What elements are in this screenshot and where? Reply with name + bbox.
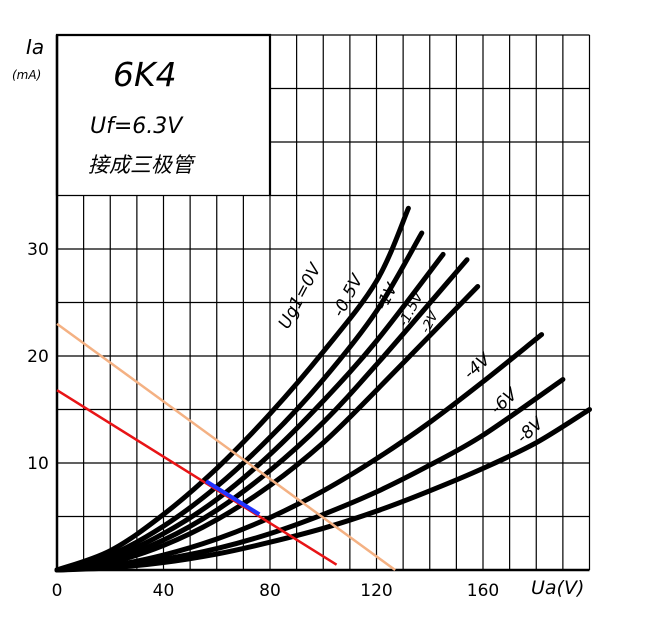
load-lines — [56, 322, 396, 572]
filament-voltage-label: Uf=6.3V — [90, 114, 184, 139]
load-line-0 — [56, 389, 338, 566]
plate-curve-3 — [54, 257, 470, 573]
plate-curve-7 — [54, 407, 592, 573]
curve-label-0: Ug1=0V — [275, 259, 327, 332]
plate-curve-1 — [54, 230, 425, 573]
x-tick-label: 40 — [153, 581, 175, 601]
y-tick-label: 20 — [27, 347, 49, 367]
y-axis-label: Ia — [26, 35, 44, 59]
plate-curve-5 — [54, 332, 545, 573]
x-tick-label: 80 — [259, 581, 281, 601]
plate-curves — [54, 205, 592, 573]
plate-curve-2 — [54, 251, 446, 573]
plate-curve-0 — [54, 205, 411, 573]
tick-labels: 0 40 80 120 160 10 20 30 — [27, 240, 499, 601]
curve-label-7: -8V — [513, 413, 549, 448]
x-axis-label: Ua(V) — [531, 577, 584, 599]
chart-title: 6K4 — [113, 55, 177, 94]
x-tick-label: 0 — [52, 581, 63, 601]
operating-segment — [205, 479, 261, 517]
x-tick-label: 160 — [467, 581, 499, 601]
curve-label-1: -0.5V — [329, 270, 368, 320]
plate-curve-4 — [54, 284, 481, 573]
load-line-1 — [56, 322, 396, 572]
y-axis-unit: (mA) — [12, 68, 41, 82]
y-tick-label: 10 — [27, 454, 49, 474]
y-tick-label: 30 — [27, 240, 49, 260]
connection-note: 接成三极管 — [88, 153, 196, 177]
x-tick-label: 120 — [360, 581, 392, 601]
